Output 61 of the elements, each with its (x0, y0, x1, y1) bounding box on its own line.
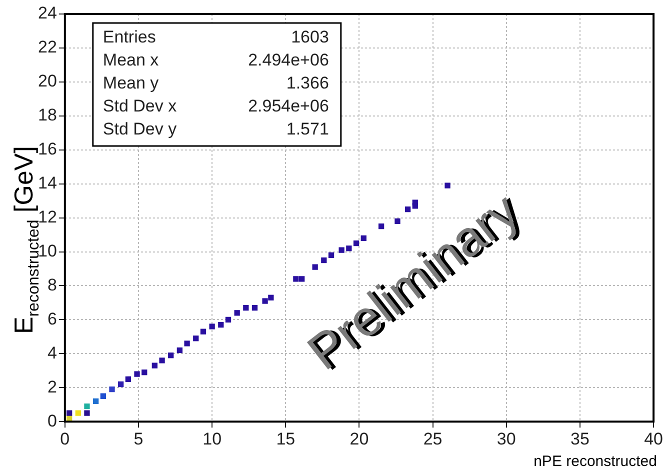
annotation: 1.571 (286, 120, 329, 139)
point (200, 328, 206, 334)
annotation: 1603 (291, 28, 329, 47)
point (84, 403, 90, 410)
point (168, 352, 174, 358)
point (92, 398, 99, 404)
x-tick-label: 15 (276, 429, 296, 448)
y-tick-label: 16 (38, 140, 57, 159)
y-tick-label: 2 (47, 377, 57, 396)
point (243, 304, 249, 311)
point (84, 410, 90, 416)
y-tick-label: 6 (47, 309, 57, 328)
point (159, 358, 165, 364)
x-tick-label: 30 (496, 429, 516, 448)
point (293, 276, 299, 282)
y-tick-label: 0 (47, 411, 57, 430)
y-tick-label: 14 (38, 174, 57, 193)
point (218, 322, 224, 328)
point (225, 316, 232, 323)
x-tick-label: 5 (134, 429, 144, 448)
point (252, 304, 258, 311)
point (193, 336, 199, 342)
point (100, 393, 106, 399)
point (125, 376, 132, 382)
point (66, 410, 72, 416)
annotation: 1.366 (286, 74, 329, 93)
annotation: 2.954e+06 (248, 96, 329, 116)
x-tick-label: 25 (423, 429, 442, 448)
point (75, 410, 81, 416)
point (152, 362, 158, 368)
y-tick-label: 18 (38, 106, 57, 125)
x-axis-title: nPE reconstructed (534, 453, 657, 470)
x-tick-label: 10 (202, 429, 222, 448)
y-tick-label: 24 (38, 4, 57, 23)
x-tick-label: 20 (350, 429, 369, 448)
y-tick-label: 8 (47, 275, 57, 294)
y-tick-label: 22 (38, 38, 57, 57)
point (268, 294, 274, 300)
point (109, 386, 115, 392)
point (262, 298, 268, 304)
point (444, 182, 450, 188)
point (118, 381, 124, 388)
annotation: Mean y (102, 74, 160, 93)
point (234, 310, 240, 316)
y-tick-label: 4 (47, 343, 57, 362)
annotation: Mean x (102, 50, 160, 70)
x-tick-label: 35 (570, 429, 590, 448)
point (209, 324, 215, 330)
y-tick-label: 12 (38, 207, 57, 226)
annotation: Std Dev y (102, 120, 178, 139)
point (142, 370, 148, 376)
annotation: Entries (102, 28, 156, 47)
annotation: 2.494e+06 (248, 50, 329, 70)
annotation: Std Dev x (102, 96, 178, 116)
x-tick-label: 0 (60, 429, 70, 448)
point (299, 276, 305, 282)
y-tick-label: 20 (38, 72, 57, 91)
point (176, 347, 183, 354)
x-tick-label: 40 (644, 429, 664, 448)
point (134, 371, 140, 377)
point (184, 340, 190, 346)
